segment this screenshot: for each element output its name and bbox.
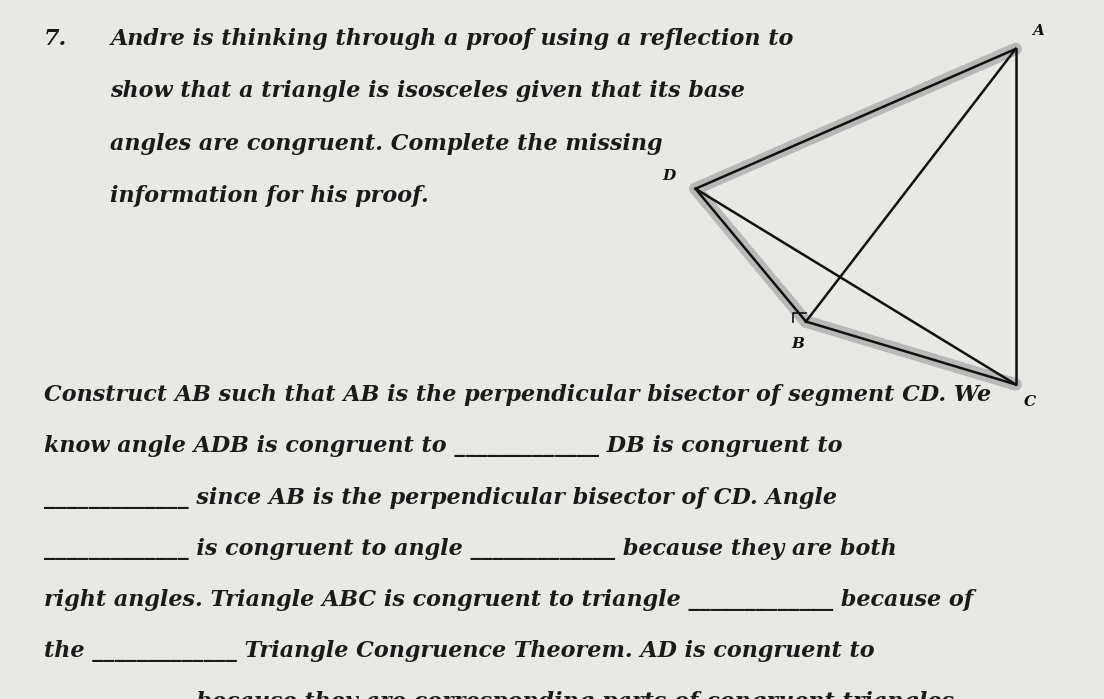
- Text: _____________ is congruent to angle _____________ because they are both: _____________ is congruent to angle ____…: [44, 538, 896, 559]
- Text: _____________ since AB is the perpendicular bisector of CD. Angle: _____________ since AB is the perpendicu…: [44, 487, 837, 508]
- Text: angles are congruent. Complete the missing: angles are congruent. Complete the missi…: [110, 133, 662, 154]
- Text: the _____________ Triangle Congruence Theorem. AD is congruent to: the _____________ Triangle Congruence Th…: [44, 640, 874, 661]
- Text: _____________ because they are corresponding parts of congruent triangles.: _____________ because they are correspon…: [44, 691, 962, 699]
- Text: A: A: [1032, 24, 1044, 38]
- Text: Andre is thinking through a proof using a reflection to: Andre is thinking through a proof using …: [110, 28, 794, 50]
- Text: show that a triangle is isosceles given that its base: show that a triangle is isosceles given …: [110, 80, 745, 102]
- Text: right angles. Triangle ABC is congruent to triangle _____________ because of: right angles. Triangle ABC is congruent …: [44, 589, 974, 610]
- Text: information for his proof.: information for his proof.: [110, 185, 429, 207]
- Text: B: B: [792, 337, 804, 352]
- Text: C: C: [1025, 395, 1036, 409]
- Text: Construct AB such that AB is the perpendicular bisector of segment CD. We: Construct AB such that AB is the perpend…: [44, 384, 991, 406]
- Text: 7.: 7.: [44, 28, 67, 50]
- Text: D: D: [662, 169, 676, 184]
- Text: know angle ADB is congruent to _____________ DB is congruent to: know angle ADB is congruent to _________…: [44, 435, 842, 457]
